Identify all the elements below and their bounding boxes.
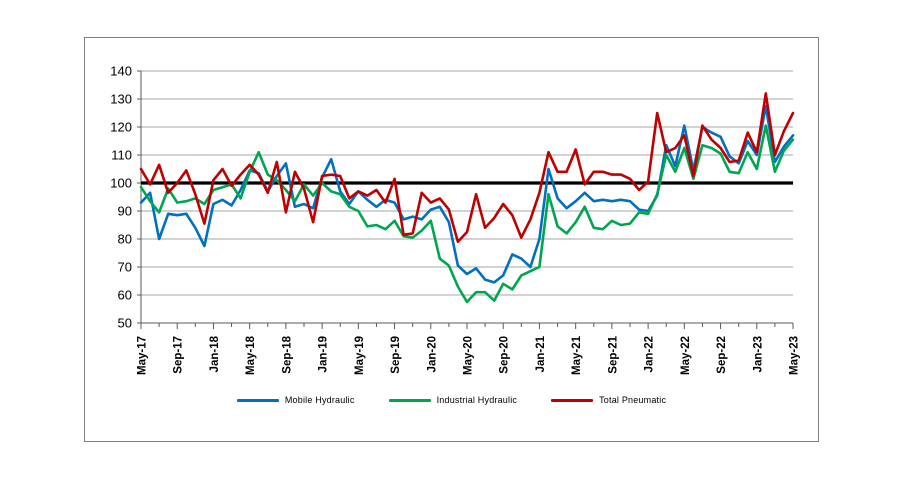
x-axis-label: Jan-23 [752,336,764,372]
x-axis-label: Jan-19 [318,336,330,372]
x-axis-label: Jan-22 [644,336,656,372]
y-axis-label: 70 [118,260,132,275]
y-axis-label: 140 [110,64,132,79]
legend-label: Total Pneumatic [599,395,667,405]
y-axis-label: 90 [118,204,132,219]
y-axis-label: 60 [118,288,132,303]
y-axis-label: 80 [118,232,132,247]
series-line-industrial-hydraulic [139,124,795,304]
x-axis-label: Jan-18 [209,335,221,372]
x-axis-label: May-22 [680,336,692,375]
x-axis-label: May-23 [789,336,801,375]
x-axis-label: Jan-20 [426,336,438,372]
x-axis-label: May-21 [571,335,583,375]
y-axis-label: 130 [110,92,132,107]
legend-item: Industrial Hydraulic [388,395,518,405]
series-line-total-pneumatic [139,92,795,244]
x-axis-label: Sep-21 [607,335,619,373]
legend-label: Industrial Hydraulic [436,395,518,405]
legend-swatch-industrial-hydraulic [388,398,431,402]
x-axis-label: Sep-22 [716,336,728,374]
y-axis-label: 100 [110,176,132,191]
legend-swatch-mobile-hydraulic [236,398,279,402]
x-axis-label: May-17 [137,336,149,375]
x-axis-label: May-18 [245,335,257,375]
x-axis-label: May-20 [463,336,475,375]
y-axis-label: 120 [110,120,132,135]
x-axis-label: Sep-20 [499,336,511,374]
legend: Mobile Hydraulic Industrial Hydraulic Tota… [84,395,819,405]
x-axis-label: Sep-19 [390,336,402,374]
legend-swatch-total-pneumatic [551,398,594,402]
x-axis-label: Jan-21 [535,335,547,372]
y-axis-label: 110 [111,148,132,163]
x-axis-label: Sep-17 [173,336,185,374]
x-axis-label: Sep-18 [281,335,293,373]
legend-item: Total Pneumatic [551,395,666,405]
legend-label: Mobile Hydraulic [284,395,355,405]
y-axis-label: 50 [118,316,132,331]
x-axis-label: May-19 [354,336,366,375]
legend-item: Mobile Hydraulic [236,395,355,405]
